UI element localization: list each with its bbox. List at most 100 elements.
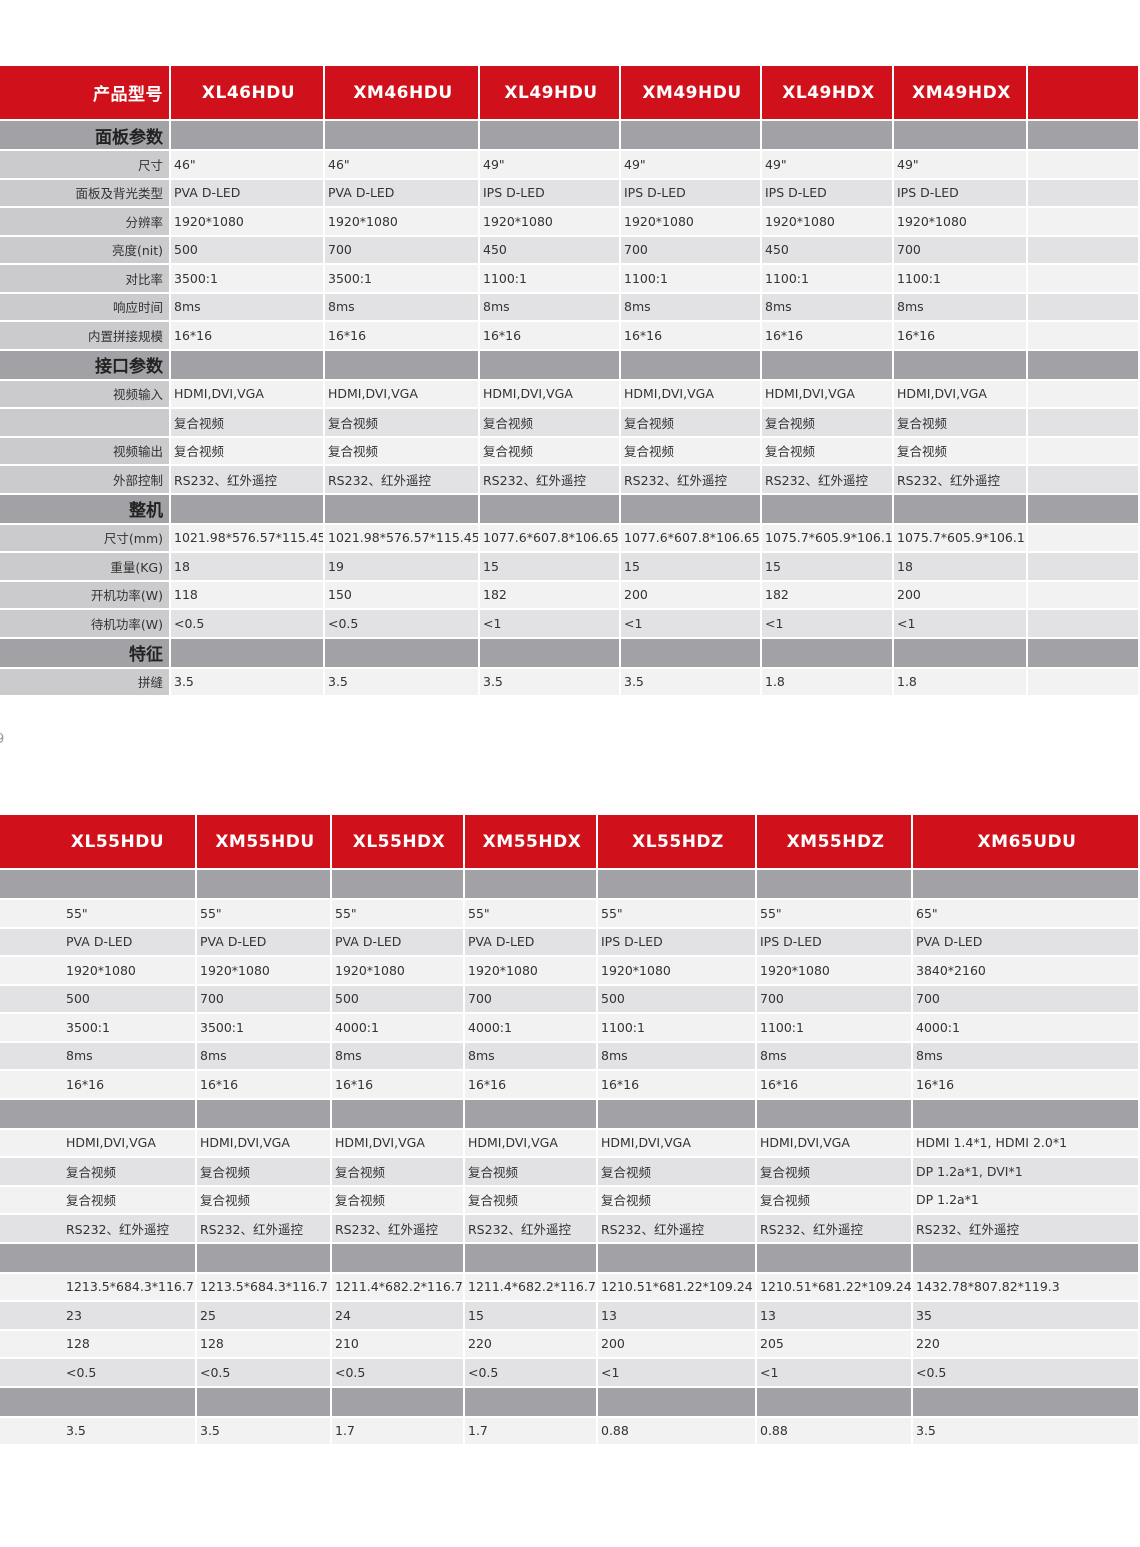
table-cell: 复合视频 [170,408,325,438]
section-cell [331,1098,465,1130]
table-cell: 复合视频 [331,1185,465,1215]
table-cell: 8ms [0,1041,197,1071]
table-cell: 220 [912,1329,1140,1359]
section-cell [324,120,480,151]
table-cell: 1100:1 [756,1013,913,1043]
section-cell [0,1098,197,1130]
table-cell: IPS D-LED [893,178,1028,208]
table-cell: 128 [0,1329,197,1359]
section-cell [912,1386,1140,1418]
table-cell: RS232、红外遥控 [912,1214,1140,1244]
row-label: 尺寸(mm) [0,523,171,553]
row-label: 重量(KG) [0,552,171,582]
table-cell: HDMI,DVI,VGA [756,1128,913,1158]
table-cell: 复合视频 [597,1185,757,1215]
section-cell [196,1098,332,1130]
header-label: 产品型号 [0,66,171,121]
table-cell: PVA D-LED [196,927,332,957]
table-cell: 复合视频 [761,408,894,438]
table-cell: 15 [620,552,762,582]
table-cell: 13 [756,1301,913,1331]
table-row: 复合视频 复合视频 复合视频 复合视频 复合视频 复合视频 DP 1.2a*1, DVI*1 [0,1157,1140,1187]
row-label: 外部控制 [0,465,171,495]
table-cell: HDMI,DVI,VGA [331,1128,465,1158]
table-cell [1027,379,1140,409]
table-row: 外部控制 RS232、红外遥控 RS232、红外遥控 RS232、红外遥控 RS232、… [0,465,1140,495]
table-cell: <0.5 [170,609,325,639]
table-cell: <0.5 [324,609,480,639]
table-cell: 18 [893,552,1028,582]
table-cell: HDMI,DVI,VGA [893,379,1028,409]
table-cell: 8ms [331,1041,465,1071]
table-cell: 16*16 [893,321,1028,351]
table-cell [1027,552,1140,582]
section-cell [331,1242,465,1274]
table-cell: 8ms [170,292,325,322]
table-cell: 8ms [196,1041,332,1071]
table-row: RS232、红外遥控 RS232、红外遥控 RS232、红外遥控 RS232、红外遥控… [0,1214,1140,1244]
table-cell: 8ms [479,292,621,322]
table-row: 对比率 3500:1 3500:1 1100:1 1100:1 1100:1 1100:1 [0,264,1140,294]
table-cell: <0.5 [196,1358,332,1388]
table-cell: 700 [620,235,762,265]
section-cell [761,349,894,381]
table-cell: 1100:1 [893,264,1028,294]
section-title: 接口参数 [0,349,171,381]
table-cell: HDMI,DVI,VGA [479,379,621,409]
table-cell: 4000:1 [331,1013,465,1043]
table-row: 1213.5*684.3*116.7 1213.5*684.3*116.7 1211… [0,1272,1140,1302]
table-cell [1027,609,1140,639]
table-cell: 复合视频 [464,1185,598,1215]
table-cell: 1920*1080 [324,207,480,237]
table-cell: 24 [331,1301,465,1331]
table-cell: 1210.51*681.22*109.24 [756,1272,913,1302]
table-cell: IPS D-LED [479,178,621,208]
table-cell: 182 [479,580,621,610]
table-cell: 1920*1080 [620,207,762,237]
table-cell: 1920*1080 [170,207,325,237]
table-cell: 0.88 [756,1416,913,1446]
table-cell [1027,292,1140,322]
section-cell [761,637,894,669]
model-header: XM65UDU [912,815,1140,870]
table-cell: 15 [464,1301,598,1331]
table-cell: 3.5 [196,1416,332,1446]
table-row: 复合视频 复合视频 复合视频 复合视频 复合视频 复合视频 [0,408,1140,438]
table-cell: PVA D-LED [0,927,197,957]
page-number: 9 [0,732,5,747]
table-cell: <1 [893,609,1028,639]
table-cell: 205 [756,1329,913,1359]
table-cell: 15 [479,552,621,582]
table-cell: 500 [597,984,757,1014]
table-cell: 复合视频 [597,1157,757,1187]
section-cell [1027,493,1140,525]
table-row: 面板及背光类型 PVA D-LED PVA D-LED IPS D-LED IPS D-… [0,178,1140,208]
section-row: 接口参数 [0,349,1140,381]
table-cell [1027,436,1140,466]
table-row: 亮度(nit) 500 700 450 700 450 700 [0,235,1140,265]
section-cell [597,1242,757,1274]
table-cell: 1100:1 [479,264,621,294]
section-cell [479,637,621,669]
table-row: 8ms 8ms 8ms 8ms 8ms 8ms 8ms [0,1041,1140,1071]
table-cell: 35 [912,1301,1140,1331]
table-row: 复合视频 复合视频 复合视频 复合视频 复合视频 复合视频 DP 1.2a*1 [0,1185,1140,1215]
section-title: 特征 [0,637,171,669]
table-cell: 1920*1080 [756,956,913,986]
table-cell: <1 [756,1358,913,1388]
table-cell: <1 [761,609,894,639]
section-cell [331,869,465,900]
table-cell: 复合视频 [893,408,1028,438]
table-cell: 1211.4*682.2*116.7 [464,1272,598,1302]
table-cell: 16*16 [464,1070,598,1100]
row-label: 亮度(nit) [0,235,171,265]
table-cell: 复合视频 [324,436,480,466]
section-cell [620,637,762,669]
table-cell: PVA D-LED [912,927,1140,957]
table-cell: 55" [756,899,913,929]
table-row: HDMI,DVI,VGA HDMI,DVI,VGA HDMI,DVI,VGA HDMI… [0,1128,1140,1158]
table-cell: 1100:1 [620,264,762,294]
table-cell: RS232、红外遥控 [893,465,1028,495]
table-cell [1027,465,1140,495]
row-label: 开机功率(W) [0,580,171,610]
